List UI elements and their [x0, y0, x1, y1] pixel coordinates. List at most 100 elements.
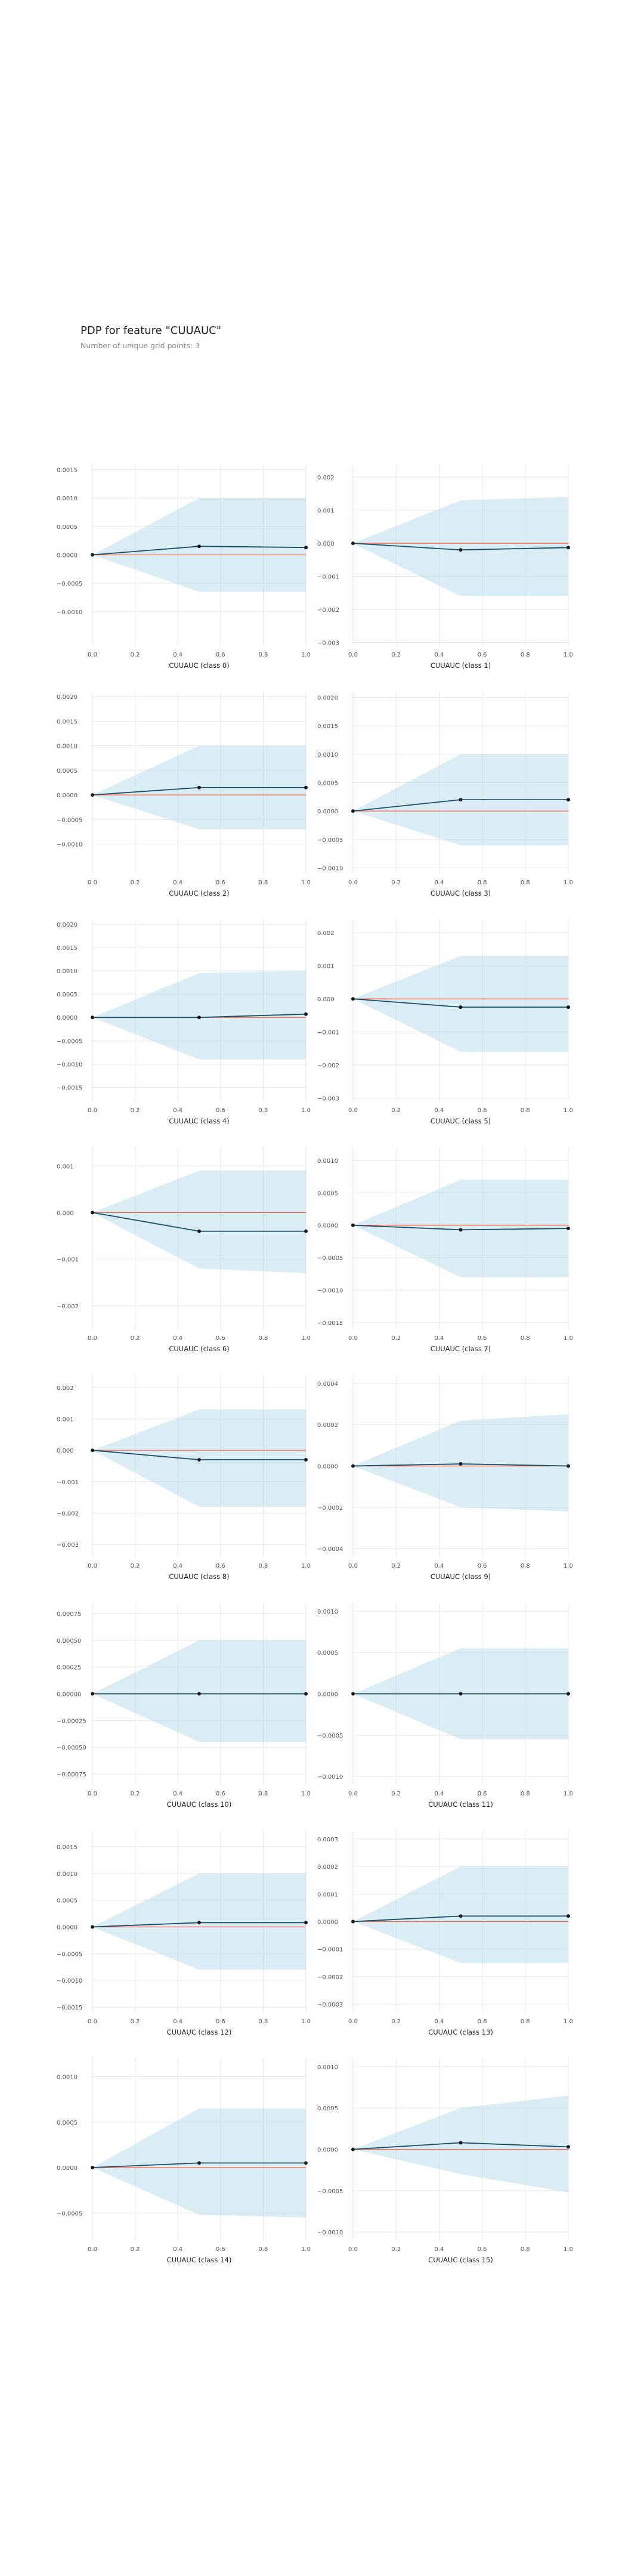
y-tick-label: 0.0000	[317, 1223, 338, 1230]
x-tick-label: 0.0	[88, 2018, 97, 2025]
y-tick-label: 0.0020	[317, 695, 338, 702]
pdp-point	[304, 2161, 308, 2165]
pdp-point	[351, 1464, 355, 1468]
x-tick-label: 0.8	[521, 880, 530, 886]
chart-header: PDP for feature "CUUAUC" Number of uniqu…	[80, 324, 221, 350]
subplot-class-9: 0.0 0.2 0.4 0.6 0.8 1.0 −0.0004 −0.0002 0.0000 0.…	[317, 1375, 573, 1581]
x-tick-label: 0.4	[173, 880, 182, 886]
x-tick-label: 1.0	[564, 2246, 573, 2253]
y-tick-label: 0.0000	[57, 2165, 78, 2172]
x-tick-label: 0.4	[173, 2246, 182, 2253]
x-tick-label: 0.0	[88, 652, 97, 658]
chart-title: PDP for feature "CUUAUC"	[80, 324, 222, 337]
subplot-class-5: 0.0 0.2 0.4 0.6 0.8 1.0 −0.003 −0.002 −0.001 0.00…	[317, 919, 573, 1125]
y-tick-label: 0.0005	[57, 768, 78, 775]
x-tick-label: 1.0	[301, 1107, 311, 1114]
x-tick-label: 0.2	[391, 1791, 401, 1797]
pdp-point	[197, 544, 201, 549]
y-tick-label: −0.003	[317, 1095, 339, 1102]
y-tick-label: 0.0010	[57, 744, 78, 750]
x-axis-title: CUUAUC (class 2)	[169, 889, 229, 897]
y-tick-label: 0.0001	[317, 1891, 338, 1898]
x-tick-label: 0.4	[434, 880, 444, 886]
y-tick-label: 0.0003	[317, 1837, 338, 1843]
y-tick-label: −0.0015	[57, 2005, 82, 2011]
x-tick-label: 0.8	[258, 1335, 268, 1342]
x-tick-label: 1.0	[301, 2018, 311, 2025]
x-tick-label: 0.6	[216, 1791, 225, 1797]
x-tick-label: 0.8	[258, 1791, 268, 1797]
y-tick-label: 0.0002	[317, 1864, 338, 1871]
x-tick-label: 0.6	[478, 1107, 487, 1114]
y-tick-label: −0.0005	[57, 817, 82, 823]
y-tick-label: −0.0005	[57, 1038, 82, 1045]
y-tick-label: 0.0005	[57, 1898, 78, 1905]
x-tick-label: 0.0	[88, 1107, 97, 1114]
pdp-point	[197, 2161, 201, 2165]
y-tick-label: 0.0020	[57, 922, 78, 928]
y-tick-label: −0.0002	[317, 1974, 343, 1981]
x-tick-label: 0.6	[216, 2018, 225, 2025]
y-tick-label: −0.0005	[57, 581, 82, 587]
x-axis-title: CUUAUC (class 7)	[431, 1345, 491, 1353]
x-tick-label: 0.8	[521, 1791, 530, 1797]
y-tick-label: 0.0015	[57, 719, 78, 725]
pdp-point	[91, 793, 94, 797]
y-tick-label: 0.0000	[317, 1919, 338, 1926]
y-tick-label: 0.00025	[57, 1665, 81, 1671]
x-tick-label: 0.4	[434, 1107, 444, 1114]
pdp-point	[91, 2166, 94, 2169]
subplot-class-4: 0.0 0.2 0.4 0.6 0.8 1.0 −0.0015 −0.0010 −0.0005 0…	[57, 919, 311, 1125]
y-tick-label: 0.0010	[57, 496, 78, 502]
x-tick-label: 0.4	[434, 1335, 444, 1342]
x-tick-label: 0.6	[478, 1563, 487, 1569]
y-tick-label: 0.0010	[57, 2075, 78, 2081]
y-tick-label: −0.003	[317, 640, 339, 646]
x-tick-label: 0.0	[88, 1335, 97, 1342]
x-tick-label: 1.0	[564, 1335, 573, 1342]
pdp-point	[197, 1692, 201, 1696]
pdp-point	[566, 1914, 570, 1918]
x-tick-label: 1.0	[301, 2246, 311, 2253]
pdp-point	[459, 1228, 463, 1232]
x-tick-label: 0.0	[348, 2246, 358, 2253]
y-tick-label: 0.0004	[317, 1381, 338, 1388]
subplot-class-7: 0.0 0.2 0.4 0.6 0.8 1.0 −0.0015 −0.0010 −0.0005 0…	[317, 1147, 573, 1353]
y-tick-label: −0.002	[57, 1510, 79, 1517]
x-tick-label: 0.4	[434, 1791, 444, 1797]
x-tick-label: 0.0	[348, 652, 358, 658]
subplot-class-14: 0.0 0.2 0.4 0.6 0.8 1.0 −0.0005 0.0000 0.0005 0.0…	[57, 2058, 311, 2264]
pdp-point	[304, 1229, 308, 1233]
confidence-band	[92, 1171, 306, 1274]
pdp-point	[197, 1457, 201, 1462]
y-tick-label: 0.00050	[57, 1638, 81, 1645]
pdp-point	[459, 1692, 463, 1696]
x-tick-label: 0.6	[478, 2246, 487, 2253]
y-tick-label: 0.001	[317, 508, 335, 515]
y-tick-label: 0.0005	[57, 2120, 78, 2126]
x-tick-label: 0.4	[173, 2018, 182, 2025]
x-tick-label: 0.2	[391, 880, 401, 886]
y-tick-label: 0.0000	[57, 1015, 78, 1021]
x-axis-title: CUUAUC (class 4)	[169, 1117, 229, 1125]
y-tick-label: 0.0000	[317, 1692, 338, 1698]
y-tick-label: −0.0015	[57, 1085, 82, 1092]
x-axis-title: CUUAUC (class 5)	[431, 1117, 491, 1125]
y-tick-label: −0.001	[317, 1030, 339, 1036]
pdp-point	[566, 1227, 570, 1231]
confidence-band	[353, 956, 568, 1052]
y-tick-label: 0.0005	[57, 524, 78, 531]
pdp-point	[91, 1925, 94, 1929]
x-tick-label: 0.0	[348, 880, 358, 886]
x-tick-label: 0.0	[88, 1563, 97, 1569]
y-tick-label: 0.0000	[317, 2147, 338, 2154]
y-tick-label: −0.0004	[317, 1546, 343, 1553]
x-tick-label: 0.6	[478, 652, 487, 658]
x-tick-label: 0.6	[216, 652, 225, 658]
x-tick-label: 1.0	[564, 2018, 573, 2025]
confidence-band	[92, 971, 306, 1060]
y-tick-label: 0.000	[57, 1448, 74, 1454]
y-tick-label: 0.000	[317, 541, 335, 547]
y-tick-label: 0.0015	[57, 945, 78, 952]
